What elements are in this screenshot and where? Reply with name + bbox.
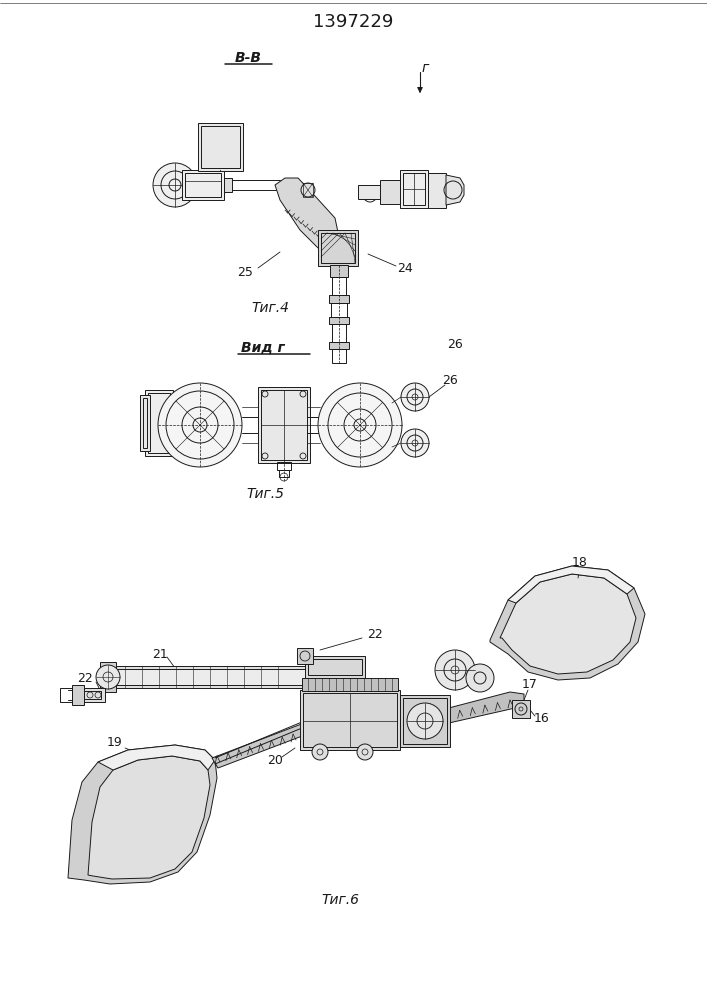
Bar xyxy=(60,688,72,702)
Polygon shape xyxy=(500,574,636,674)
Bar xyxy=(329,295,349,303)
Text: 26: 26 xyxy=(447,338,463,352)
Text: 16: 16 xyxy=(534,712,550,724)
Text: В-В: В-В xyxy=(235,51,262,65)
Text: Вид г: Вид г xyxy=(241,341,285,355)
Polygon shape xyxy=(414,692,524,730)
Bar xyxy=(380,180,400,204)
Polygon shape xyxy=(508,566,634,603)
Bar xyxy=(140,395,150,451)
Circle shape xyxy=(153,163,197,207)
Bar xyxy=(277,462,291,470)
Circle shape xyxy=(158,383,242,467)
Bar xyxy=(331,303,347,317)
Bar xyxy=(403,173,425,205)
Bar xyxy=(258,387,310,463)
Bar xyxy=(182,170,224,200)
Text: 17: 17 xyxy=(522,678,538,692)
Bar xyxy=(302,678,398,691)
Bar xyxy=(330,265,348,277)
Text: 22: 22 xyxy=(367,629,383,642)
Bar xyxy=(261,390,307,460)
Text: 22: 22 xyxy=(77,672,93,686)
Circle shape xyxy=(96,665,120,689)
Bar xyxy=(297,648,313,664)
Polygon shape xyxy=(98,745,215,770)
Bar xyxy=(201,126,240,168)
Polygon shape xyxy=(88,756,210,879)
Bar xyxy=(303,183,313,197)
Polygon shape xyxy=(490,566,645,680)
Bar xyxy=(358,185,380,199)
Bar xyxy=(198,123,243,171)
Bar xyxy=(80,688,105,702)
Polygon shape xyxy=(446,175,464,205)
Bar xyxy=(100,662,116,692)
Polygon shape xyxy=(68,745,217,884)
Text: г: г xyxy=(421,61,428,75)
Text: 25: 25 xyxy=(237,265,253,278)
Text: Τиг.6: Τиг.6 xyxy=(321,893,359,907)
Circle shape xyxy=(407,703,443,739)
Bar xyxy=(329,342,349,349)
Bar xyxy=(308,659,362,675)
Bar xyxy=(300,690,400,750)
Bar xyxy=(148,393,170,453)
Bar xyxy=(332,349,346,363)
Text: 1397229: 1397229 xyxy=(312,13,393,31)
Circle shape xyxy=(466,664,494,692)
Polygon shape xyxy=(212,714,382,768)
Bar xyxy=(185,173,221,197)
Circle shape xyxy=(312,744,328,760)
Bar xyxy=(72,685,84,705)
Bar xyxy=(512,700,530,718)
Text: 19: 19 xyxy=(107,736,123,750)
Text: 26: 26 xyxy=(442,374,458,387)
Bar xyxy=(321,233,355,263)
Bar xyxy=(329,317,349,324)
Bar xyxy=(428,173,446,208)
Circle shape xyxy=(357,744,373,760)
Polygon shape xyxy=(275,178,340,250)
Text: 18: 18 xyxy=(572,556,588,568)
Bar xyxy=(303,693,397,747)
Bar xyxy=(318,230,358,266)
Text: 20: 20 xyxy=(267,754,283,766)
Circle shape xyxy=(301,183,315,197)
Circle shape xyxy=(401,383,429,411)
Bar xyxy=(224,178,232,192)
Bar xyxy=(332,324,346,342)
Bar xyxy=(279,470,289,477)
Bar xyxy=(403,698,447,744)
Text: Τиг.4: Τиг.4 xyxy=(251,301,289,315)
Circle shape xyxy=(435,650,475,690)
Bar xyxy=(305,656,365,678)
Text: 24: 24 xyxy=(397,261,413,274)
Bar xyxy=(400,170,428,208)
Bar xyxy=(143,398,147,448)
Bar xyxy=(112,666,312,688)
Bar xyxy=(84,691,101,699)
Circle shape xyxy=(401,429,429,457)
Text: 21: 21 xyxy=(152,648,168,660)
Bar xyxy=(115,669,309,685)
Bar xyxy=(332,277,346,295)
Bar xyxy=(400,695,450,747)
Text: Τиг.5: Τиг.5 xyxy=(246,487,284,501)
Circle shape xyxy=(318,383,402,467)
Bar xyxy=(145,390,173,456)
